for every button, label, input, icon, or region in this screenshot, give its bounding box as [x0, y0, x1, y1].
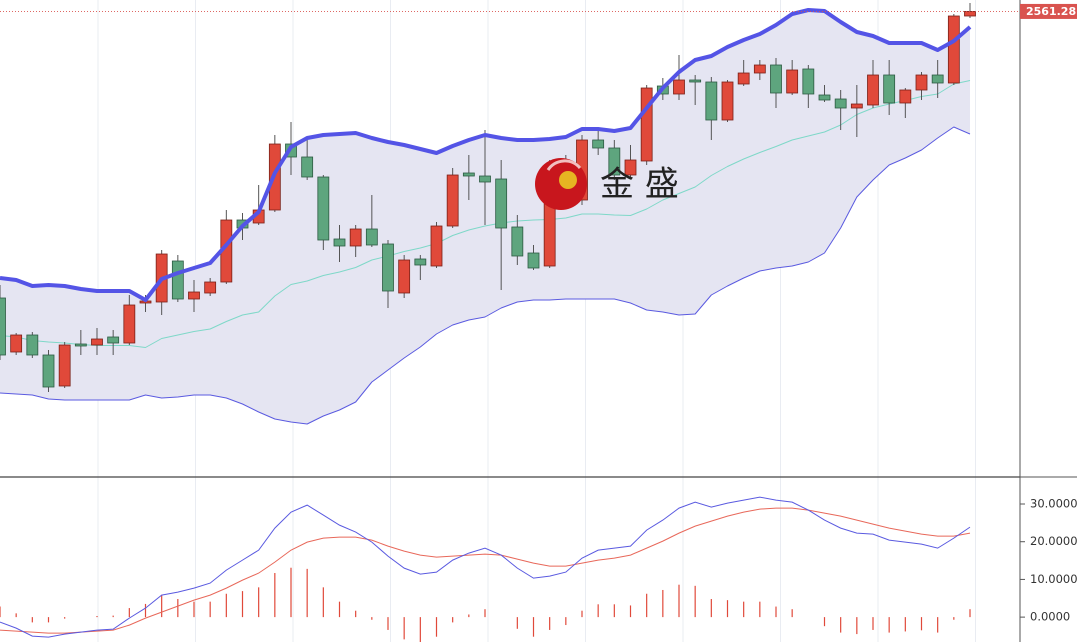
candle-body — [673, 79, 685, 95]
candle-body — [204, 281, 217, 294]
candle-body — [608, 147, 621, 176]
band-lower — [0, 126, 971, 425]
candle-body — [802, 68, 815, 95]
candle-body — [915, 74, 928, 91]
candle-body — [382, 243, 394, 292]
logo-text: 金 盛 — [600, 165, 679, 205]
candle-body — [479, 175, 491, 183]
candle-body — [74, 343, 87, 347]
candle-body — [365, 228, 378, 246]
candle-body — [640, 87, 653, 162]
candle-body — [705, 81, 718, 121]
candle-body — [333, 238, 346, 247]
candle-body — [0, 297, 6, 356]
candle-body — [58, 344, 71, 387]
candle-body — [42, 354, 55, 388]
band-upper — [0, 8, 972, 302]
candle-body — [624, 159, 637, 176]
candle-body — [964, 11, 976, 17]
candle-body — [592, 139, 605, 149]
dif-line — [0, 496, 971, 638]
candle-body — [867, 74, 879, 106]
candle-body — [10, 334, 23, 353]
candle-body — [770, 64, 782, 94]
candle-body — [834, 98, 847, 109]
current-price-box — [1020, 3, 1077, 19]
candle-body — [462, 172, 475, 177]
candle-body — [349, 228, 362, 247]
candle-body — [171, 260, 184, 300]
y-tick-label: 10.0000 — [1030, 572, 1077, 586]
candle-body — [107, 336, 120, 344]
candle-body — [495, 178, 508, 229]
axis: 2561.28 30.0000 20.0000 10.0000 0.0000 — [1020, 3, 1077, 624]
candle-body — [91, 338, 103, 346]
logo: 金 盛 — [535, 158, 679, 210]
y-tick-label: 30.0000 — [1030, 497, 1077, 511]
current-price-label: 2561.28 — [1026, 5, 1076, 18]
logo-dot — [559, 171, 577, 189]
candle-body — [317, 176, 330, 241]
candle-body — [398, 259, 411, 294]
logo-arc — [546, 159, 582, 171]
candle-body — [753, 64, 766, 74]
candle-body — [26, 334, 39, 356]
main-panel — [0, 3, 1020, 425]
macd-panel — [0, 496, 971, 642]
candle-body — [689, 79, 702, 83]
candle-body — [123, 304, 136, 344]
candle-body — [446, 174, 459, 227]
y-tick-label: 0.0000 — [1030, 610, 1070, 624]
candle-body — [883, 74, 896, 104]
candle-body — [721, 81, 734, 121]
candle-body — [818, 94, 831, 101]
candle-body — [511, 226, 524, 257]
candle-body — [931, 74, 944, 84]
candle-body — [414, 258, 427, 266]
y-tick-label: 20.0000 — [1030, 534, 1077, 548]
candle-body — [737, 72, 750, 85]
candle-body — [430, 225, 443, 267]
candle-body — [527, 252, 540, 269]
candle-body — [786, 69, 799, 94]
candle-body — [947, 15, 960, 84]
candle-body — [188, 291, 200, 300]
candle-body — [899, 89, 912, 104]
band-middle — [0, 80, 971, 348]
candle-body — [850, 103, 863, 109]
candle-body — [301, 156, 314, 178]
